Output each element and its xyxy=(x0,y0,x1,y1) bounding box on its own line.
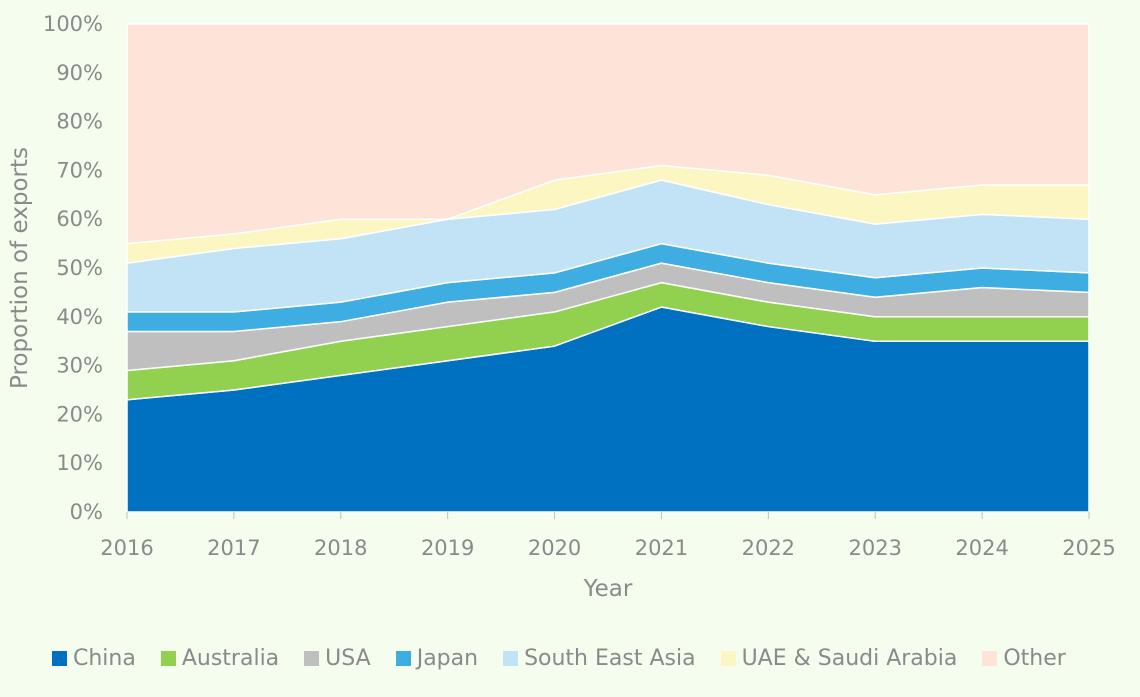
y-tick-label: 50% xyxy=(56,256,103,280)
x-tick-label: 2018 xyxy=(314,536,367,560)
legend-item-japan: Japan xyxy=(395,646,479,671)
x-tick-label: 2023 xyxy=(848,536,901,560)
y-tick-label: 70% xyxy=(56,158,103,182)
y-tick-label: 40% xyxy=(56,305,103,329)
y-tick-label: 90% xyxy=(56,61,103,85)
legend-swatch xyxy=(304,651,320,666)
x-axis-ticks: 2016 2017 2018 2019 2020 2021 2022 2023 2024 2025 xyxy=(100,512,1116,560)
legend-label: Japan xyxy=(416,646,479,671)
legend-item-south-east-asia: South East Asia xyxy=(503,646,696,671)
legend-label: Australia xyxy=(181,646,280,671)
legend-item-china: China xyxy=(52,646,136,671)
y-tick-label: 100% xyxy=(43,12,103,36)
y-axis-ticks: 0% 10% 20% 30% 40% 50% 60% 70% 80% 90% 100% xyxy=(43,12,103,524)
legend-item-australia: Australia xyxy=(160,646,280,671)
legend-label: UAE & Saudi Arabia xyxy=(741,646,958,671)
chart-legend: China Australia USA Japan South East Asia UAE… xyxy=(52,646,1112,671)
legend-swatch xyxy=(160,651,176,666)
legend-label: China xyxy=(73,646,136,671)
x-tick-label: 2017 xyxy=(207,536,260,560)
chart-areas xyxy=(126,23,1090,513)
y-tick-label: 60% xyxy=(56,207,103,231)
legend-item-uae-saudi-arabia: UAE & Saudi Arabia xyxy=(720,646,958,671)
area-other xyxy=(126,23,1090,245)
x-tick-label: 2025 xyxy=(1062,536,1115,560)
x-tick-label: 2022 xyxy=(742,536,795,560)
y-tick-label: 80% xyxy=(56,110,103,134)
y-tick-label: 30% xyxy=(56,354,103,378)
y-tick-label: 0% xyxy=(70,500,103,524)
legend-item-usa: USA xyxy=(304,646,371,671)
y-axis-title: Proportion of exports xyxy=(7,147,33,389)
legend-swatch xyxy=(395,651,411,666)
legend-swatch xyxy=(503,651,519,666)
legend-item-other: Other xyxy=(982,646,1066,671)
legend-swatch xyxy=(52,651,67,666)
legend-label: South East Asia xyxy=(524,646,696,671)
x-tick-label: 2019 xyxy=(421,536,474,560)
legend-label: Other xyxy=(1003,646,1066,671)
legend-label: USA xyxy=(325,646,371,671)
y-tick-label: 10% xyxy=(56,451,103,475)
x-tick-label: 2024 xyxy=(955,536,1008,560)
legend-swatch xyxy=(720,651,736,666)
y-tick-label: 20% xyxy=(56,402,103,426)
legend-swatch xyxy=(982,651,998,666)
x-tick-label: 2021 xyxy=(635,536,688,560)
x-tick-label: 2020 xyxy=(528,536,581,560)
x-axis-title: Year xyxy=(583,576,633,602)
x-tick-label: 2016 xyxy=(100,536,153,560)
